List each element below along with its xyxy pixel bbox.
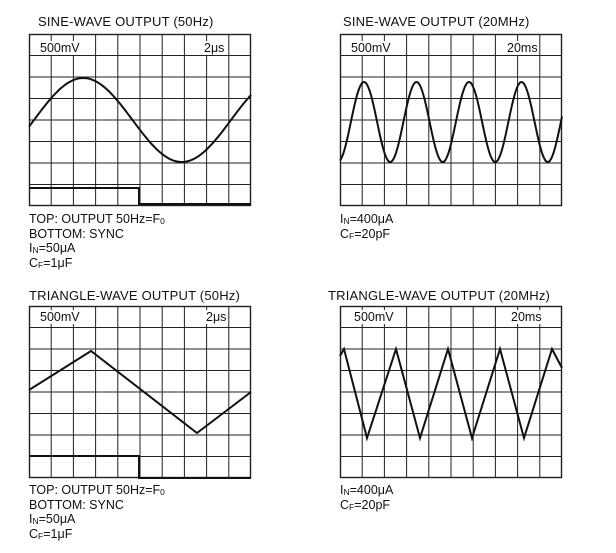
time-per-div-label: 2μs (205, 310, 228, 324)
volt-per-div-label: 500mV (39, 310, 81, 324)
sync-trace (29, 455, 251, 479)
note-line: IN=400μA (340, 212, 394, 226)
panel-title-triangle-20mhz: TRIANGLE-WAVE OUTPUT (20MHz) (328, 288, 551, 303)
oscilloscope-grid (28, 33, 252, 207)
panel-notes-sine-20mhz: IN=400μA CF=20pF (340, 212, 393, 241)
panel-title-sine-50hz: SINE-WAVE OUTPUT (50Hz) (38, 14, 214, 29)
oscilloscope-grid (339, 305, 563, 479)
time-per-div-label: 20ms (506, 41, 539, 55)
volt-per-div-label: 500mV (39, 41, 81, 55)
note-line: BOTTOM: SYNC (29, 497, 124, 512)
panel-title-triangle-50hz: TRIANGLE-WAVE OUTPUT (50Hz) (29, 288, 241, 303)
sync-trace (29, 187, 251, 205)
triangle-trace (28, 349, 252, 435)
triangle-trace (339, 345, 563, 442)
time-per-div-label: 20ms (510, 310, 543, 324)
oscilloscope-grid (28, 305, 252, 479)
panel-notes-triangle-50hz: TOP: OUTPUT 50Hz=F0 BOTTOM: SYNC IN=50μA CF… (29, 483, 165, 541)
note-line: CF=1μF (29, 255, 73, 270)
volt-per-div-label: 500mV (353, 310, 395, 324)
sine-trace (28, 76, 252, 163)
scope-screen-triangle-50hz: 500mV 2μs (28, 305, 252, 479)
sine-trace (339, 80, 563, 164)
scope-screen-sine-20mhz: 500mV 20ms (339, 33, 563, 207)
scope-screen-triangle-20mhz: 500mV 20ms (339, 305, 563, 479)
panel-title-sine-20mhz: SINE-WAVE OUTPUT (20MHz) (343, 14, 530, 29)
scope-screen-sine-50hz: 500mV 2μs (28, 33, 252, 207)
time-per-div-label: 2μs (203, 41, 226, 55)
note-line: IN=50μA (29, 512, 76, 527)
note-line: IN=50μA (29, 241, 76, 256)
note-line: CF=20pF (340, 226, 391, 241)
note-line: CF=1μF (29, 526, 73, 541)
oscilloscope-grid (339, 33, 563, 207)
panel-notes-triangle-20mhz: IN=400μA CF=20pF (340, 483, 393, 512)
note-line: TOP: OUTPUT 50Hz=F0 (29, 483, 165, 497)
note-line: CF=20pF (340, 497, 391, 512)
note-line: BOTTOM: SYNC (29, 226, 124, 241)
volt-per-div-label: 500mV (350, 41, 392, 55)
note-line: IN=400μA (340, 483, 394, 497)
note-line: TOP: OUTPUT 50Hz=F0 (29, 212, 165, 226)
panel-notes-sine-50hz: TOP: OUTPUT 50Hz=F0 BOTTOM: SYNC IN=50μA CF… (29, 212, 165, 270)
